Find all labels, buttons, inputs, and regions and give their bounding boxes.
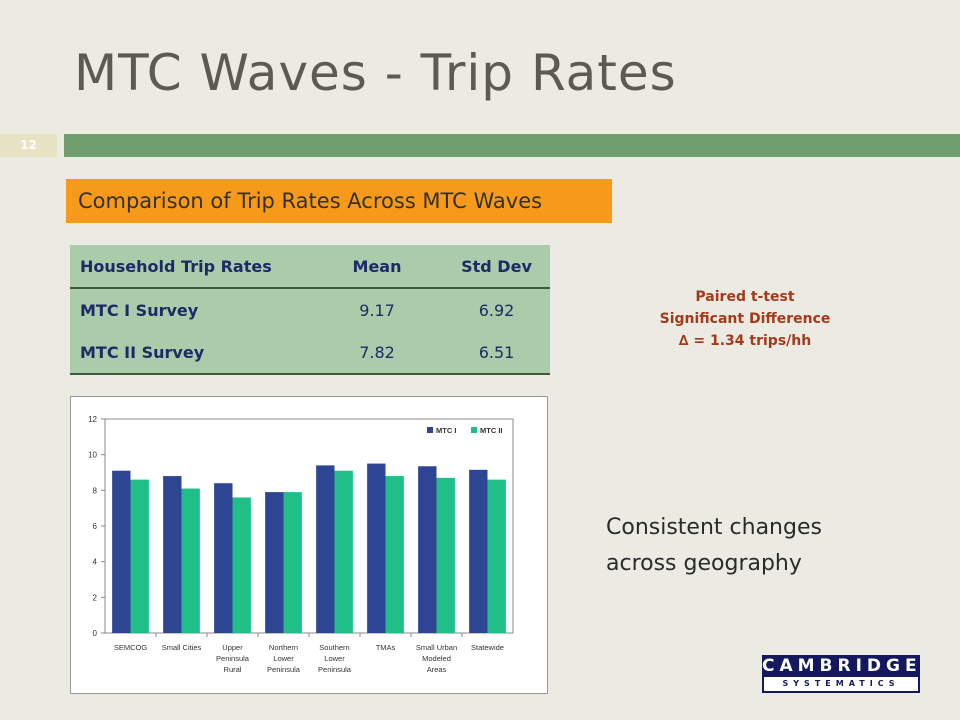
bar-mtc2: [130, 479, 149, 633]
consistency-note: Consistent changes across geography: [606, 510, 822, 582]
y-tick-label: 6: [93, 522, 98, 531]
table-header: Mean: [311, 245, 443, 289]
table-cell: MTC II Survey: [70, 331, 311, 375]
table-row: MTC II Survey 7.82 6.51: [70, 331, 550, 375]
ttest-line: Significant Difference: [659, 311, 831, 327]
table-cell: MTC I Survey: [80, 300, 199, 320]
slide-title: MTC Waves - Trip Rates: [74, 44, 677, 102]
table-header: Household Trip Rates: [70, 245, 311, 289]
table-header-row: Household Trip Rates Mean Std Dev: [70, 245, 550, 289]
chart-svg: 0 2 4 6 8 10 12 SEMCOG Small Cities Upper Peninsul…: [88, 415, 514, 674]
bar-mtc2: [334, 470, 353, 633]
bar-mtc2: [181, 488, 200, 633]
note-line: Consistent changes: [606, 515, 822, 540]
table-cell: 6.92: [478, 300, 515, 320]
table-row: MTC I Survey 9.17 6.92: [70, 288, 550, 331]
x-tick-label: Statewide: [471, 643, 504, 652]
y-tick-label: 8: [93, 486, 98, 495]
bar-mtc2: [385, 476, 404, 633]
bar-mtc1: [316, 465, 335, 633]
ttest-line: Paired t-test: [695, 289, 795, 305]
y-tick-label: 12: [88, 415, 97, 424]
x-tick-label: TMAs: [376, 643, 396, 652]
slide-number-badge: 12: [0, 134, 60, 157]
table-header: Std Dev: [443, 245, 550, 289]
x-tick-label: Small Urban: [416, 643, 457, 652]
bar-mtc2: [283, 492, 302, 633]
legend-swatch: [427, 427, 433, 433]
x-tick-label: Northern: [269, 643, 298, 652]
slide-number: 12: [20, 138, 37, 152]
bar-mtc2: [232, 497, 251, 633]
bar-mtc1: [469, 469, 488, 633]
legend-swatch: [471, 427, 477, 433]
table-cell: 6.51: [443, 331, 550, 375]
logo-sub: SYSTEMATICS: [762, 677, 920, 693]
title-rule: [64, 134, 960, 157]
bar-mtc2: [487, 479, 506, 633]
table-cell: 7.82: [311, 331, 443, 375]
legend-label: MTC I: [436, 426, 456, 435]
subtitle-box: Comparison of Trip Rates Across MTC Wave…: [66, 179, 612, 223]
y-tick-label: 2: [93, 593, 98, 602]
x-tick-label: Areas: [427, 665, 447, 674]
x-tick-label: Peninsula: [318, 665, 352, 674]
company-logo: CAMBRIDGE SYSTEMATICS: [762, 655, 920, 695]
x-tick-label: Modeled: [422, 654, 451, 663]
logo-name: CAMBRIDGE: [762, 655, 922, 677]
x-tick-label: Small Cities: [162, 643, 202, 652]
ttest-delta: ∆ = 1.34 trips/hh: [678, 333, 812, 349]
legend-label: MTC II: [480, 426, 503, 435]
bar-mtc1: [367, 463, 386, 633]
trip-rate-chart: 0 2 4 6 8 10 12 SEMCOG Small Cities Upper Peninsul…: [70, 396, 548, 694]
x-tick-label: Lower: [324, 654, 345, 663]
x-tick-label: Peninsula: [267, 665, 301, 674]
subtitle-text: Comparison of Trip Rates Across MTC Wave…: [78, 189, 543, 213]
y-tick-label: 10: [88, 451, 97, 460]
x-tick-label: SEMCOG: [114, 643, 148, 652]
x-tick-label: Peninsula: [216, 654, 250, 663]
x-tick-label: Upper: [222, 643, 243, 652]
x-tick-label: Rural: [224, 665, 242, 674]
y-tick-label: 0: [93, 629, 98, 638]
bar-mtc1: [214, 483, 233, 633]
y-tick-label: 4: [93, 558, 98, 567]
x-tick-label: Southern: [319, 643, 349, 652]
trip-rates-table: Household Trip Rates Mean Std Dev MTC I …: [70, 245, 550, 375]
note-line: across geography: [606, 551, 802, 576]
x-tick-label: Lower: [273, 654, 294, 663]
bar-mtc1: [418, 466, 437, 633]
bar-mtc1: [265, 492, 284, 633]
table-cell: 9.17: [359, 300, 395, 320]
bar-mtc2: [436, 477, 455, 633]
ttest-note: Paired t-test Significant Difference ∆ =…: [620, 286, 870, 352]
bar-mtc1: [112, 470, 131, 633]
bar-mtc1: [163, 476, 182, 633]
